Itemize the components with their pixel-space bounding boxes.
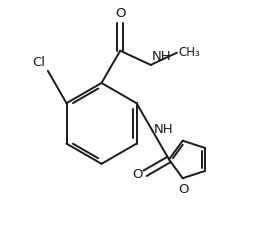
Text: Cl: Cl <box>33 56 46 69</box>
Text: CH₃: CH₃ <box>179 46 200 59</box>
Text: NH: NH <box>152 50 172 63</box>
Text: NH: NH <box>153 123 173 136</box>
Text: O: O <box>132 168 143 181</box>
Text: O: O <box>115 7 126 20</box>
Text: O: O <box>178 182 188 196</box>
